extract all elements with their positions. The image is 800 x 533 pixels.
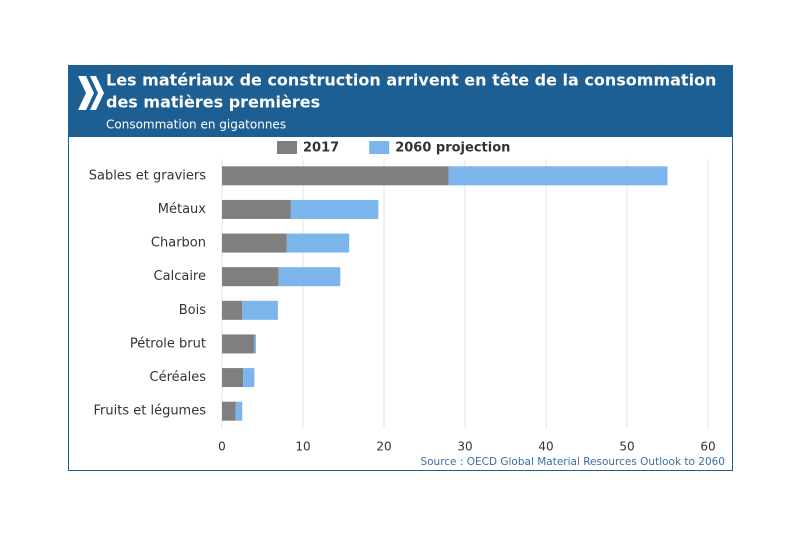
- bar: [448, 166, 668, 186]
- x-tick-label: 50: [619, 440, 634, 454]
- source: Source : OECD Global Material Resources …: [420, 456, 725, 468]
- legend-label: 2017: [303, 141, 339, 156]
- chart-title: Les matériaux de construction arrivent e…: [106, 71, 716, 90]
- y-tick-label: Métaux: [158, 202, 207, 217]
- bar: [254, 334, 257, 354]
- chart-subtitle: Consommation en gigatonnes: [106, 118, 286, 132]
- bar: [222, 267, 279, 287]
- legend-swatch: [369, 141, 390, 154]
- bar: [222, 300, 243, 320]
- y-tick-label: Pétrole brut: [130, 336, 206, 351]
- header: [68, 65, 733, 137]
- chart-title: des matières premières: [106, 93, 320, 112]
- bar: [222, 233, 287, 253]
- bar: [222, 368, 244, 388]
- bar: [286, 233, 350, 253]
- y-tick-label: Céréales: [150, 370, 207, 385]
- bar: [222, 401, 236, 421]
- logo: [78, 76, 104, 110]
- legend-swatch: [277, 141, 297, 154]
- bar: [222, 166, 449, 186]
- bar: [222, 199, 291, 219]
- bar: [278, 267, 341, 287]
- bar: [242, 300, 278, 320]
- bar: [235, 401, 243, 421]
- y-tick-label: Sables et graviers: [89, 168, 206, 183]
- legend-label: 2060 projection: [395, 141, 510, 156]
- x-tick-label: 20: [376, 440, 391, 454]
- y-tick-label: Fruits et légumes: [94, 404, 207, 419]
- x-tick-label: 60: [700, 440, 715, 454]
- x-tick-label: 10: [295, 440, 310, 454]
- bar: [222, 334, 255, 354]
- y-tick-label: Bois: [179, 303, 206, 318]
- x-tick-label: 40: [538, 440, 553, 454]
- bar: [243, 368, 255, 388]
- x-tick-label: 30: [457, 440, 472, 454]
- bar: [290, 199, 379, 219]
- y-tick-label: Calcaire: [154, 269, 206, 284]
- y-tick-label: Charbon: [151, 236, 206, 251]
- x-tick-label: 0: [218, 440, 226, 454]
